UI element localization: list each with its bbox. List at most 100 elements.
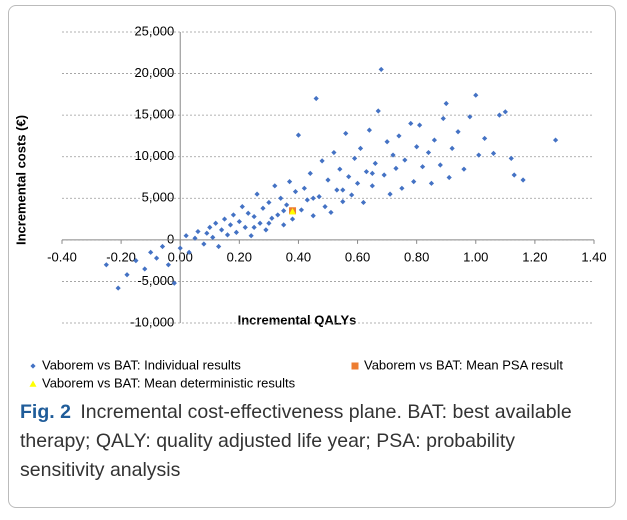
- chart: Incremental QALYs Incremental costs (€) …: [13, 23, 606, 390]
- point: [115, 285, 121, 291]
- point: [183, 233, 189, 239]
- point: [396, 133, 402, 139]
- point: [428, 180, 435, 186]
- point: [490, 150, 497, 156]
- point: [363, 169, 370, 175]
- point: [224, 232, 231, 238]
- x-tick-label: 0.60: [345, 249, 370, 264]
- point: [375, 108, 381, 114]
- x-tick-label: -0.40: [47, 249, 77, 264]
- caption: Fig. 2 Incremental cost-effectiveness pl…: [20, 398, 600, 485]
- point: [552, 137, 559, 143]
- point: [378, 66, 384, 73]
- point: [313, 95, 319, 102]
- point: [251, 213, 257, 220]
- point: [133, 258, 139, 264]
- point: [245, 210, 251, 216]
- point: [210, 234, 216, 240]
- point: [201, 241, 207, 247]
- y-tick-label: 10,000: [134, 148, 174, 163]
- point: [307, 170, 313, 176]
- point: [340, 199, 346, 205]
- point: [417, 122, 423, 128]
- point: [298, 207, 304, 213]
- point: [360, 199, 367, 206]
- point: [414, 144, 420, 150]
- point: [393, 165, 399, 171]
- point: [233, 229, 239, 235]
- point: [263, 227, 269, 233]
- point: [103, 262, 109, 268]
- point: [310, 195, 316, 201]
- y-tick-label: 0: [167, 231, 174, 246]
- point: [443, 100, 449, 107]
- y-tick-label: 15,000: [134, 107, 174, 122]
- point: [219, 227, 225, 233]
- point: [281, 208, 287, 214]
- point: [289, 208, 297, 215]
- point: [502, 109, 508, 115]
- legend-label: Vaborem vs BAT: Mean PSA result: [364, 357, 563, 372]
- point: [284, 202, 290, 208]
- point: [334, 187, 340, 193]
- point: [207, 224, 213, 230]
- point: [408, 120, 414, 127]
- y-tick-label: 25,000: [134, 23, 174, 38]
- point: [236, 218, 242, 225]
- point: [354, 180, 361, 186]
- point: [239, 204, 245, 210]
- point: [357, 145, 364, 151]
- point: [496, 112, 503, 118]
- point: [204, 230, 210, 236]
- point: [195, 228, 201, 235]
- point: [272, 183, 278, 189]
- point: [508, 155, 514, 161]
- y-tick-label: 5,000: [142, 190, 175, 205]
- point: [384, 139, 390, 145]
- x-axis-title: Incremental QALYs: [238, 312, 357, 327]
- point: [159, 243, 166, 250]
- point: [473, 92, 479, 98]
- x-tick-label: 0.20: [227, 249, 252, 264]
- legend-label: Vaborem vs BAT: Mean deterministic resul…: [42, 375, 296, 390]
- y-axis-title: Incremental costs (€): [13, 115, 28, 245]
- point: [511, 172, 517, 178]
- y-tick-label: 20,000: [134, 65, 174, 80]
- legend-marker: [351, 362, 359, 370]
- point: [266, 199, 272, 206]
- caption-label: Fig. 2: [20, 401, 71, 423]
- point: [269, 215, 275, 221]
- point: [328, 209, 334, 216]
- point: [322, 204, 328, 210]
- point: [325, 177, 331, 183]
- point: [260, 205, 266, 211]
- point: [278, 195, 284, 201]
- point: [319, 158, 325, 164]
- point: [186, 249, 192, 255]
- point: [242, 224, 248, 230]
- y-tick-label: -10,000: [130, 314, 174, 329]
- point: [301, 185, 307, 191]
- point: [281, 222, 287, 228]
- point: [349, 192, 355, 198]
- point: [124, 272, 130, 278]
- point: [295, 132, 302, 138]
- point: [254, 191, 260, 197]
- point: [292, 189, 299, 195]
- x-tick-label: 1.20: [522, 249, 547, 264]
- point: [177, 245, 183, 251]
- point: [381, 172, 387, 178]
- point: [343, 130, 349, 137]
- point: [352, 155, 358, 161]
- point: [455, 129, 461, 135]
- point: [251, 224, 257, 230]
- point: [399, 185, 405, 191]
- point: [372, 160, 378, 166]
- point: [340, 187, 346, 193]
- point: [171, 280, 177, 286]
- legend-label: Vaborem vs BAT: Individual results: [42, 357, 241, 372]
- point: [520, 177, 526, 183]
- point: [331, 149, 337, 156]
- point: [369, 183, 375, 189]
